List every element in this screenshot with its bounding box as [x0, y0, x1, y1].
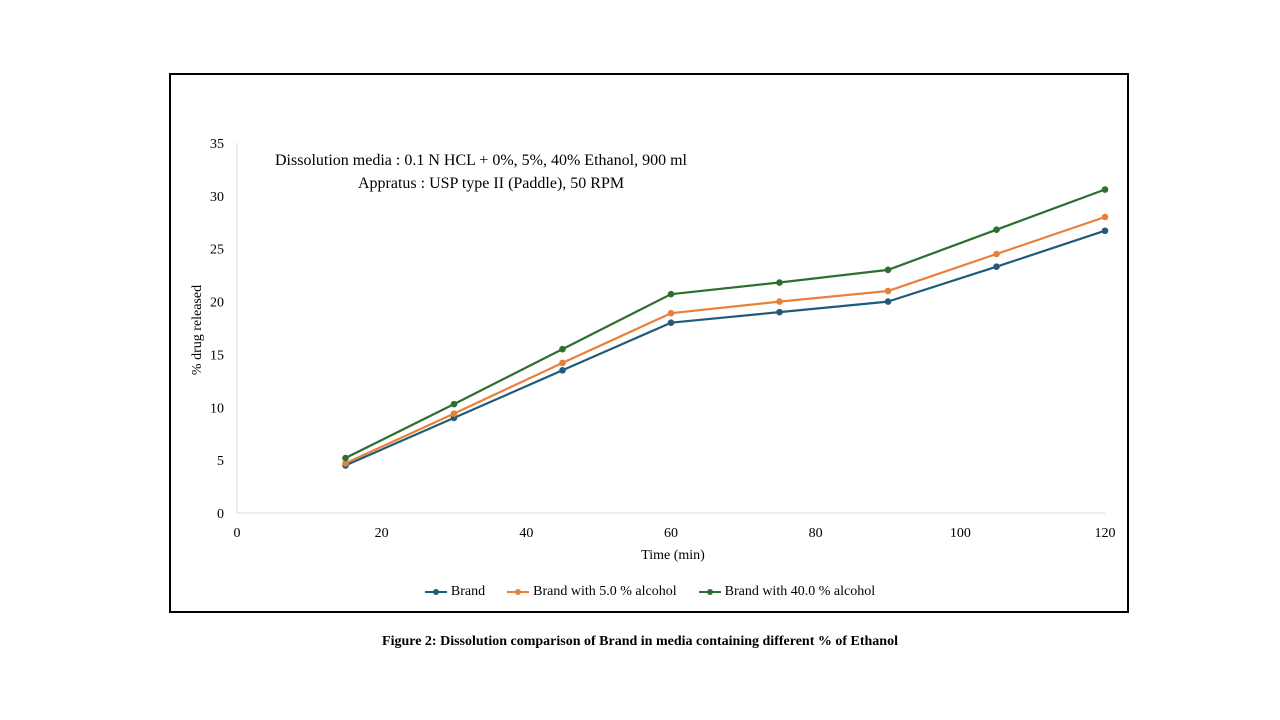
series-line — [345, 188, 1106, 459]
data-point — [993, 250, 1000, 258]
data-point — [342, 460, 349, 467]
data-point — [1101, 186, 1109, 193]
annotation-media: Dissolution media : 0.1 N HCL + 0%, 5%, … — [275, 152, 687, 169]
data-point — [667, 319, 675, 327]
y-tick-label: 25 — [210, 243, 224, 258]
data-point — [1101, 213, 1109, 221]
data-point — [342, 454, 349, 462]
data-point — [667, 290, 675, 298]
y-tick-label: 30 — [210, 190, 224, 205]
data-point — [993, 263, 1000, 270]
legend-label-brand: Brand — [450, 584, 486, 599]
y-tick-label: 5 — [217, 454, 224, 469]
x-tick-label: 40 — [519, 526, 533, 541]
y-tick-label: 0 — [217, 507, 224, 522]
legend-swatch-brand-5-alcohol — [507, 587, 530, 597]
data-point — [1101, 227, 1109, 235]
figure-caption: Figure 2: Dissolution comparison of Bran… — [382, 634, 898, 649]
data-point — [884, 266, 892, 274]
data-point — [559, 345, 566, 353]
legend-swatch-brand — [424, 587, 447, 597]
legend-item-brand: Brand — [424, 584, 486, 600]
data-point — [884, 287, 892, 295]
series-line — [345, 215, 1106, 465]
x-tick-label: 80 — [809, 526, 823, 541]
y-tick-label: 35 — [210, 137, 224, 152]
legend-swatch-brand-40-alcohol — [698, 587, 721, 597]
data-point — [450, 410, 458, 417]
y-tick-label: 20 — [210, 296, 224, 311]
x-tick-label: 0 — [234, 526, 241, 541]
legend-label-brand-40-alcohol: Brand with 40.0 % alcohol — [724, 584, 876, 599]
legend-item-brand-40-alcohol: Brand with 40.0 % alcohol — [698, 584, 876, 600]
data-point — [776, 298, 783, 305]
data-point — [559, 359, 566, 367]
series-line — [345, 229, 1106, 467]
axes: 0 5 10 15 20 25 30 35 0 20 40 60 80 100 120 Time (min)%… — [190, 137, 1116, 563]
legend-item-brand-5-alcohol: Brand with 5.0 % alcohol — [507, 584, 677, 600]
legend-label-brand-5-alcohol: Brand with 5.0 % alcohol — [533, 584, 677, 599]
data-point — [667, 309, 675, 317]
data-point — [559, 366, 566, 374]
data-point — [993, 226, 1000, 233]
y-axis-title: % drug released — [190, 285, 205, 375]
data-point — [884, 298, 892, 305]
data-point — [776, 308, 783, 316]
x-tick-label: 20 — [375, 526, 389, 541]
series-group — [342, 186, 1109, 469]
data-point — [776, 279, 783, 286]
data-point — [450, 400, 458, 408]
x-tick-label: 60 — [664, 526, 678, 541]
chart-frame — [169, 73, 1129, 613]
y-tick-label: 10 — [210, 401, 224, 416]
legend: Brand Brand with 5.0 % alcohol Brand wit… — [0, 584, 1280, 600]
x-tick-label: 120 — [1095, 526, 1116, 541]
x-tick-label: 100 — [950, 526, 971, 541]
y-tick-label: 15 — [210, 348, 224, 363]
x-axis-title: Time (min) — [641, 548, 705, 563]
annotation-apparatus: Appratus : USP type II (Paddle), 50 RPM — [358, 175, 625, 192]
